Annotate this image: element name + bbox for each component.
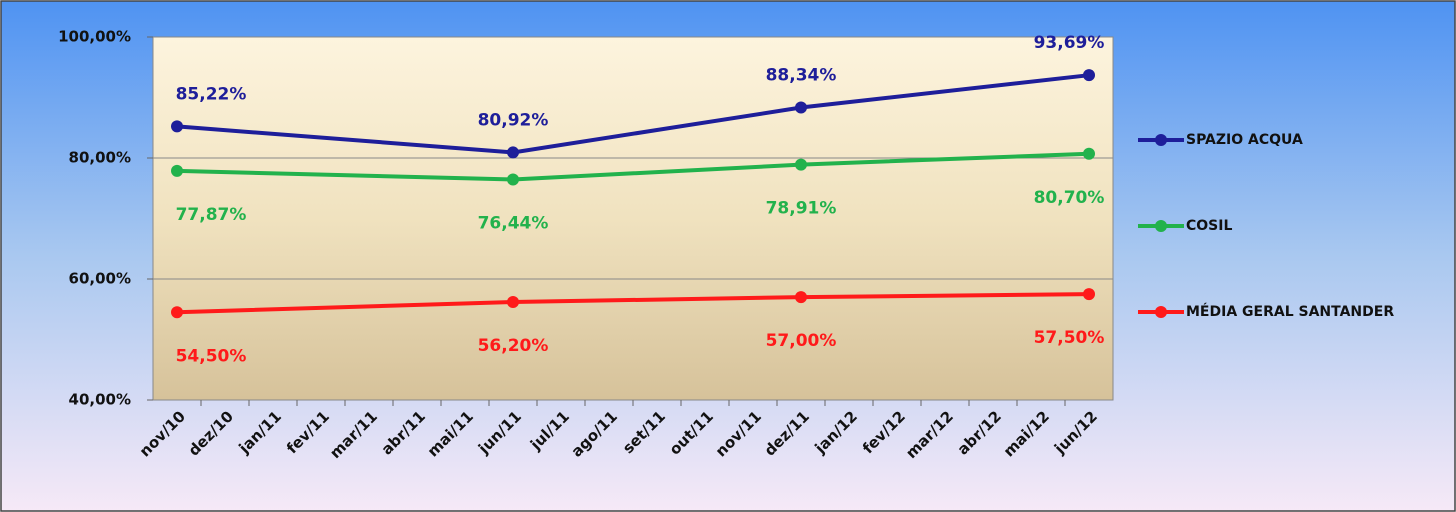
legend-label: SPAZIO ACQUA <box>1186 132 1303 148</box>
data-label: 77,87% <box>176 205 247 225</box>
data-label: 93,69% <box>1034 33 1105 53</box>
series-line <box>176 73 1090 155</box>
data-point <box>171 164 183 177</box>
data-label: 54,50% <box>176 346 247 366</box>
legend-marker <box>1155 220 1167 232</box>
y-tick-label: 80,00% <box>69 149 131 167</box>
data-label: 78,91% <box>766 199 837 219</box>
legend-label: MÉDIA GERAL SANTANDER <box>1186 303 1394 320</box>
legend-marker <box>1155 134 1167 146</box>
y-tick-label: 100,00% <box>58 28 131 46</box>
y-tick-label: 40,00% <box>69 391 131 409</box>
data-point <box>507 295 519 308</box>
data-label: 57,00% <box>766 331 837 351</box>
data-point <box>1083 147 1095 160</box>
data-point <box>507 146 519 159</box>
data-label: 85,22% <box>176 84 247 104</box>
series-line <box>176 292 1090 315</box>
data-point <box>171 306 183 319</box>
y-tick-label: 60,00% <box>69 270 131 288</box>
legend-marker <box>1155 306 1167 318</box>
data-label: 56,20% <box>478 336 549 356</box>
data-label: 80,92% <box>478 110 549 130</box>
data-point <box>795 291 807 304</box>
data-label: 76,44% <box>478 214 549 234</box>
data-point <box>1083 288 1095 301</box>
data-point <box>795 158 807 171</box>
series-line <box>176 151 1090 182</box>
data-point <box>1083 69 1095 82</box>
data-label: 88,34% <box>766 66 837 86</box>
data-point <box>171 120 183 133</box>
legend-label: COSIL <box>1186 218 1232 234</box>
data-label: 57,50% <box>1034 328 1105 348</box>
data-label: 80,70% <box>1034 188 1105 208</box>
data-point <box>795 101 807 114</box>
plot-area <box>152 36 1114 401</box>
data-point <box>507 173 519 186</box>
